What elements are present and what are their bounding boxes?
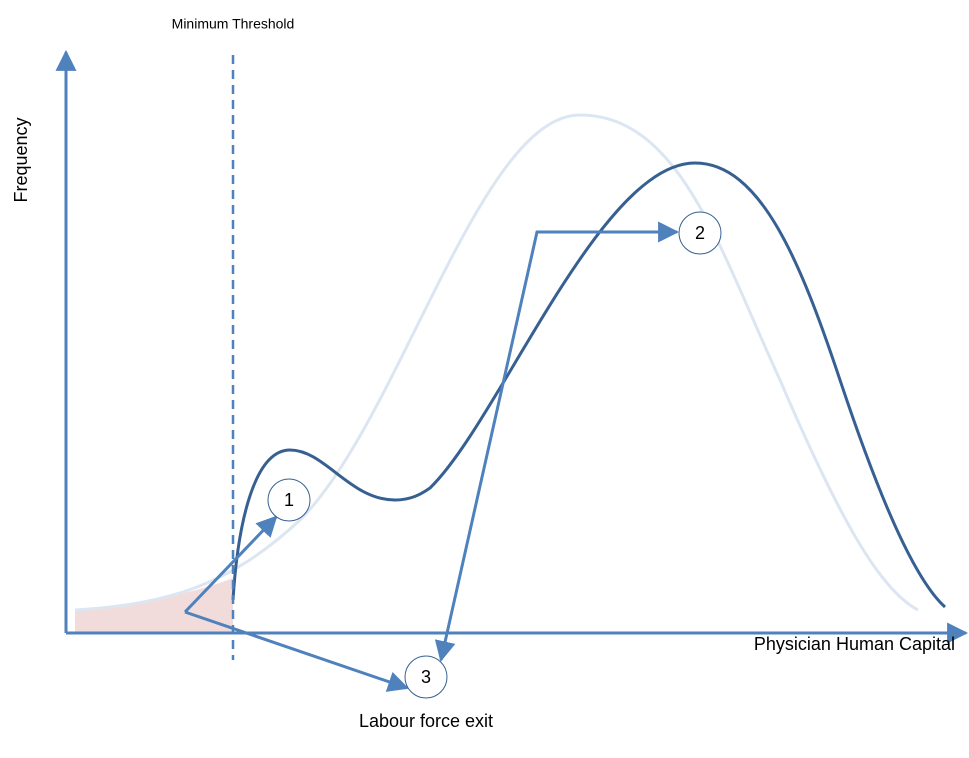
y-axis-label: Frequency xyxy=(11,117,31,202)
new-distribution xyxy=(231,161,947,609)
arrow xyxy=(183,515,278,614)
node-label: 2 xyxy=(695,223,705,243)
node xyxy=(404,655,448,699)
node-label: 3 xyxy=(421,667,431,687)
arrow xyxy=(434,221,680,663)
node-label: 1 xyxy=(284,490,294,510)
arrow xyxy=(184,610,409,692)
exit-area xyxy=(75,578,233,633)
original-distribution xyxy=(74,113,919,612)
threshold-label: Minimum Threshold xyxy=(172,16,295,32)
node xyxy=(678,211,722,255)
exit-label: Labour force exit xyxy=(359,711,493,731)
x-axis-label: Physician Human Capital xyxy=(754,634,955,654)
node xyxy=(267,478,311,522)
